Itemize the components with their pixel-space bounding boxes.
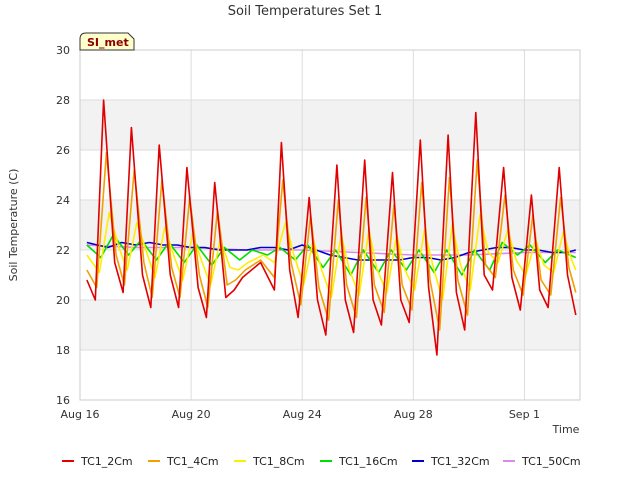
y-tick-label: 16 — [56, 394, 70, 407]
x-tick-label: Sep 1 — [509, 408, 540, 421]
legend-item-tc1_16cm: TC1_16Cm — [320, 455, 398, 468]
legend-item-tc1_50cm: TC1_50Cm — [503, 455, 581, 468]
y-tick-label: 28 — [56, 94, 70, 107]
legend-label: TC1_2Cm — [80, 455, 133, 468]
legend-label: TC1_8Cm — [252, 455, 305, 468]
y-axis-tick-labels: 16 18 20 22 24 26 28 30 — [56, 44, 70, 407]
legend-item-tc1_2cm: TC1_2Cm — [62, 455, 133, 468]
legend-item-tc1_32cm: TC1_32Cm — [412, 455, 490, 468]
y-tick-label: 20 — [56, 294, 70, 307]
legend-item-tc1_4cm: TC1_4Cm — [148, 455, 219, 468]
y-tick-label: 26 — [56, 144, 70, 157]
legend-label: TC1_32Cm — [430, 455, 490, 468]
x-axis-label: Time — [552, 423, 580, 436]
series-line-tc1_2cm — [86, 99, 577, 356]
y-tick-label: 22 — [56, 244, 70, 257]
legend-item-tc1_8cm: TC1_8Cm — [234, 455, 305, 468]
legend: TC1_2Cm TC1_4Cm TC1_8Cm TC1_16Cm TC1_32Cm TC1… — [62, 455, 581, 468]
series-lines — [86, 99, 577, 356]
chart-title: Soil Temperatures Set 1 — [228, 4, 383, 19]
y-tick-label: 24 — [56, 194, 70, 207]
y-tick-label: 18 — [56, 344, 70, 357]
legend-label: TC1_50Cm — [521, 455, 581, 468]
site-badge: SI_met — [79, 32, 135, 51]
site-badge-label: SI_met — [87, 36, 129, 49]
series-line-tc1_16cm — [86, 234, 577, 276]
y-tick-label: 30 — [56, 44, 70, 57]
plot-frame — [79, 49, 581, 401]
x-tick-label: Aug 16 — [61, 408, 100, 421]
x-tick-label: Aug 20 — [172, 408, 211, 421]
y-axis-label: Soil Temperature (C) — [7, 169, 20, 282]
legend-label: TC1_16Cm — [338, 455, 398, 468]
legend-label: TC1_4Cm — [166, 455, 219, 468]
x-tick-label: Aug 28 — [394, 408, 433, 421]
x-axis-tick-labels: Aug 16 Aug 20 Aug 24 Aug 28 Sep 1 — [61, 408, 541, 421]
background-band — [80, 100, 580, 150]
x-tick-label: Aug 24 — [283, 408, 322, 421]
